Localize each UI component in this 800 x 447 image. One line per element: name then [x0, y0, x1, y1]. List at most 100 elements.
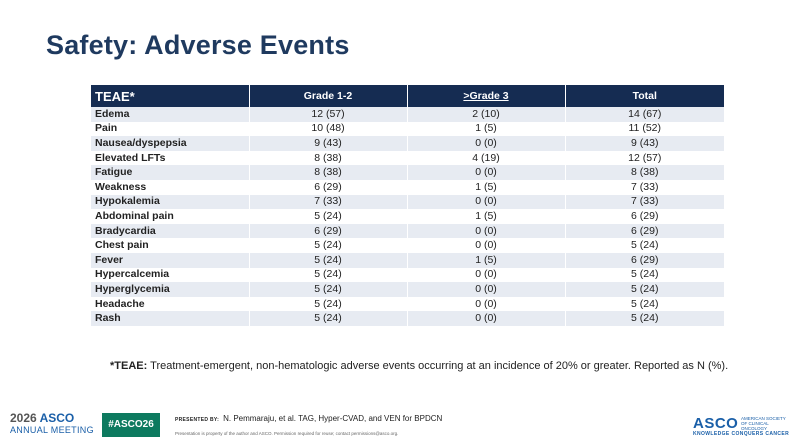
table-row: Edema 12 (57) 2 (10) 14 (67) [91, 107, 724, 122]
footnote: *TEAE: Treatment-emergent, non-hematolog… [110, 360, 728, 372]
table-row: Headache 5 (24) 0 (0) 5 (24) [91, 296, 724, 312]
table-row: Nausea/dyspepsia 9 (43) 0 (0) 9 (43) [91, 136, 724, 151]
cell-total: 5 (24) [565, 282, 724, 297]
cell-total: 12 (57) [565, 150, 724, 166]
table-row: Fatigue 8 (38) 0 (0) 8 (38) [91, 165, 724, 180]
header-grade-1-2: Grade 1-2 [249, 85, 408, 107]
cell-grade-1-2: 8 (38) [249, 165, 408, 180]
cell-event: Fatigue [91, 165, 250, 180]
presented-by-label: PRESENTED BY: [175, 417, 220, 423]
cell-total: 11 (52) [565, 121, 724, 137]
table-row: Weakness 6 (29) 1 (5) 7 (33) [91, 179, 724, 195]
cell-grade-3: 0 (0) [407, 194, 566, 210]
table-row: Fever 5 (24) 1 (5) 6 (29) [91, 252, 724, 268]
cell-event: Chest pain [91, 238, 250, 253]
cell-total: 6 (29) [565, 209, 724, 224]
cell-grade-3: 0 (0) [407, 296, 566, 312]
cell-total: 9 (43) [565, 136, 724, 151]
cell-grade-3: 1 (5) [407, 209, 566, 224]
adverse-events-table: TEAE* Grade 1-2 >Grade 3 Total Edema 12 (… [91, 85, 724, 326]
table-row: Pain 10 (48) 1 (5) 11 (52) [91, 121, 724, 137]
asco-full-name: AMERICAN SOCIETY OF CLINICAL ONCOLOGY [741, 416, 786, 431]
cell-grade-1-2: 12 (57) [249, 107, 408, 122]
hashtag-badge: #ASCO26 [102, 413, 160, 437]
cell-event: Hypercalcemia [91, 267, 250, 283]
table-row: Bradycardia 6 (29) 0 (0) 6 (29) [91, 223, 724, 239]
cell-event: Pain [91, 121, 250, 137]
cell-event: Edema [91, 107, 250, 122]
table-row: Rash 5 (24) 0 (0) 5 (24) [91, 311, 724, 326]
cell-grade-1-2: 5 (24) [249, 296, 408, 312]
cell-grade-1-2: 6 (29) [249, 223, 408, 239]
slide-title: Safety: Adverse Events [46, 30, 350, 60]
table-row: Hypercalcemia 5 (24) 0 (0) 5 (24) [91, 267, 724, 283]
cell-event: Abdominal pain [91, 209, 250, 224]
cell-total: 5 (24) [565, 311, 724, 326]
cell-grade-3: 0 (0) [407, 165, 566, 180]
cell-grade-3: 0 (0) [407, 136, 566, 151]
cell-grade-3: 1 (5) [407, 179, 566, 195]
table-header-row: TEAE* Grade 1-2 >Grade 3 Total [91, 85, 724, 107]
cell-grade-1-2: 7 (33) [249, 194, 408, 210]
asco-annual-meeting-logo: 2026 ASCO ANNUAL MEETING [10, 412, 94, 436]
table-body: Edema 12 (57) 2 (10) 14 (67) Pain 10 (48) 1 (5… [91, 107, 724, 326]
cell-total: 6 (29) [565, 223, 724, 239]
cell-total: 14 (67) [565, 107, 724, 122]
cell-grade-1-2: 5 (24) [249, 238, 408, 253]
cell-total: 5 (24) [565, 267, 724, 283]
cell-event: Headache [91, 296, 250, 312]
cell-grade-3: 0 (0) [407, 267, 566, 283]
asco-tagline: KNOWLEDGE CONQUERS CANCER [693, 431, 790, 437]
cell-grade-3: 4 (19) [407, 150, 566, 166]
table-row: Chest pain 5 (24) 0 (0) 5 (24) [91, 238, 724, 253]
cell-grade-1-2: 8 (38) [249, 150, 408, 166]
table-row: Hyperglycemia 5 (24) 0 (0) 5 (24) [91, 282, 724, 297]
copyright-notice: Presentation is property of the author a… [175, 431, 399, 436]
cell-event: Nausea/dyspepsia [91, 136, 250, 151]
asco-logo: ASCO AMERICAN SOCIETY OF CLINICAL ONCOLO… [693, 415, 789, 437]
presented-by: PRESENTED BY: N. Pemmaraju, et al. TAG, H… [175, 414, 442, 423]
cell-grade-3: 0 (0) [407, 311, 566, 326]
table-row: Abdominal pain 5 (24) 1 (5) 6 (29) [91, 209, 724, 224]
table-row: Hypokalemia 7 (33) 0 (0) 7 (33) [91, 194, 724, 210]
cell-event: Fever [91, 252, 250, 268]
logo-subtitle: ANNUAL MEETING [10, 425, 94, 435]
cell-grade-3: 0 (0) [407, 223, 566, 239]
cell-grade-3: 1 (5) [407, 121, 566, 137]
cell-total: 5 (24) [565, 296, 724, 312]
cell-total: 8 (38) [565, 165, 724, 180]
cell-event: Elevated LFTs [91, 150, 250, 166]
header-teae: TEAE* [91, 85, 250, 107]
header-grade-3: >Grade 3 [407, 85, 566, 107]
cell-grade-1-2: 5 (24) [249, 311, 408, 326]
cell-total: 7 (33) [565, 194, 724, 210]
cell-grade-3: 1 (5) [407, 252, 566, 268]
cell-event: Bradycardia [91, 223, 250, 239]
cell-event: Hypokalemia [91, 194, 250, 210]
cell-event: Weakness [91, 179, 250, 195]
cell-grade-1-2: 5 (24) [249, 267, 408, 283]
cell-event: Rash [91, 311, 250, 326]
cell-grade-3: 0 (0) [407, 238, 566, 253]
presented-by-text: N. Pemmaraju, et al. TAG, Hyper-CVAD, an… [223, 414, 443, 423]
footer: 2026 ASCO ANNUAL MEETING #ASCO26 PRESENT… [0, 405, 800, 447]
footnote-label: *TEAE: [110, 360, 148, 372]
cell-event: Hyperglycemia [91, 282, 250, 297]
cell-total: 5 (24) [565, 238, 724, 253]
header-total: Total [565, 85, 724, 107]
cell-grade-1-2: 5 (24) [249, 252, 408, 268]
cell-grade-1-2: 9 (43) [249, 136, 408, 151]
cell-grade-3: 0 (0) [407, 282, 566, 297]
header-grade-3-label: >Grade 3 [463, 90, 509, 102]
cell-grade-1-2: 6 (29) [249, 179, 408, 195]
footnote-text: Treatment-emergent, non-hematologic adve… [147, 360, 729, 372]
cell-grade-1-2: 10 (48) [249, 121, 408, 137]
logo-name: ASCO [39, 411, 75, 425]
cell-grade-3: 2 (10) [407, 107, 566, 122]
cell-total: 7 (33) [565, 179, 724, 195]
cell-grade-1-2: 5 (24) [249, 282, 408, 297]
logo-year: 2026 [10, 411, 37, 425]
asco-logo-text: ASCO [693, 415, 739, 432]
cell-total: 6 (29) [565, 252, 724, 268]
cell-grade-1-2: 5 (24) [249, 209, 408, 224]
